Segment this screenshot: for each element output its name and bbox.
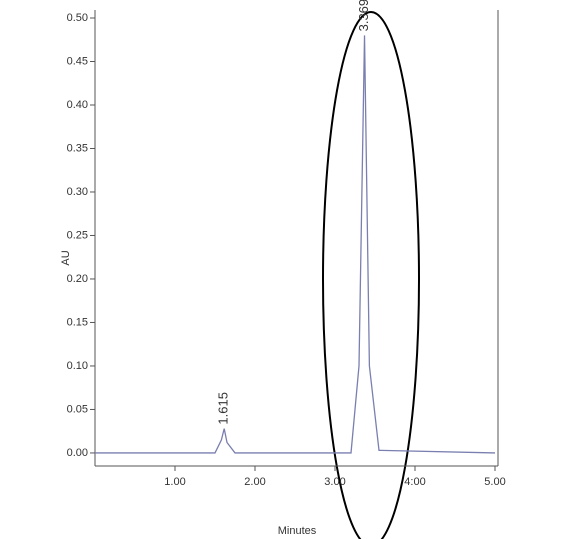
y-tick-label: 0.30 <box>67 186 88 198</box>
x-tick-label: 4:00 <box>404 476 425 488</box>
x-axis-label: Minutes <box>278 525 317 537</box>
y-tick-label: 0.25 <box>67 229 88 241</box>
chart: Minutes AU 0.00 0.05 0.10 0.15 0.20 0.25 0.30 0… <box>0 0 579 539</box>
y-tick-label: 0.45 <box>67 55 88 67</box>
y-tick-label: 0.50 <box>67 12 88 24</box>
x-tick-label: 3.00 <box>324 476 345 488</box>
x-tick-label: 2.00 <box>244 476 265 488</box>
x-tick-label: 1.00 <box>164 476 185 488</box>
y-tick-label: 0.10 <box>67 360 88 372</box>
x-tick-label: 5.00 <box>484 476 505 488</box>
peak-label: 1.615 <box>216 392 231 425</box>
peak-label: 3.369 <box>356 0 371 31</box>
y-tick-label: 0.35 <box>67 142 88 154</box>
y-tick-label: 0.00 <box>67 447 88 459</box>
y-tick-label: 0.20 <box>67 273 88 285</box>
y-tick-label: 0.05 <box>67 403 88 415</box>
y-tick-label: 0.15 <box>67 316 88 328</box>
y-tick-label: 0.40 <box>67 99 88 111</box>
highlight-ellipse <box>323 12 419 539</box>
chromatogram-line <box>95 35 495 453</box>
y-axis-label: AU <box>60 250 72 265</box>
